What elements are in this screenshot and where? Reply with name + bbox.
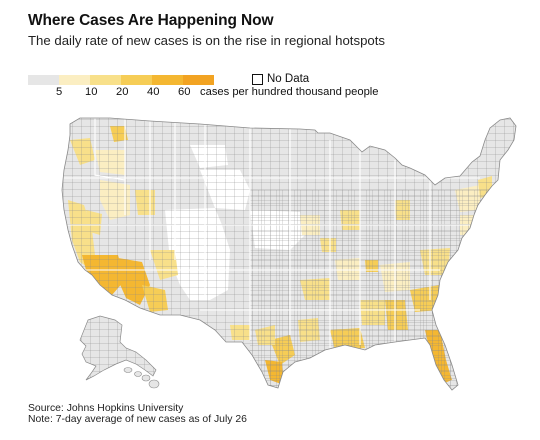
legend-swatch-6 (183, 75, 214, 85)
hawaii-island (148, 379, 160, 389)
chart-title: Where Cases Are Happening Now (28, 12, 274, 29)
legend-color-scale (28, 75, 214, 85)
legend-swatch-1 (28, 75, 59, 85)
legend-tick-20: 20 (116, 86, 129, 98)
legend-unit-label: cases per hundred thousand people (200, 86, 379, 98)
footnote: Note: 7-day average of new cases as of J… (28, 414, 247, 425)
us-outline (61, 117, 517, 391)
no-data-label: No Data (267, 73, 310, 85)
chart-subtitle: The daily rate of new cases is on the ri… (28, 33, 385, 48)
hawaii-island (123, 367, 133, 373)
legend-tick-40: 40 (147, 86, 160, 98)
legend-tick-60: 60 (178, 86, 191, 98)
legend-no-data: No Data (252, 73, 309, 85)
legend-swatch-5 (152, 75, 183, 85)
hawaii-island (134, 371, 142, 377)
alaska-outline (79, 315, 157, 381)
state-borders (64, 118, 480, 350)
alaska (80, 316, 156, 380)
alaska-borders (80, 316, 156, 380)
no-data-swatch (252, 73, 263, 85)
legend-tick-10: 10 (85, 86, 98, 98)
legend-swatch-3 (90, 75, 121, 85)
hawaii-island (141, 374, 151, 382)
legend-tick-5: 5 (56, 86, 63, 98)
hawaii (123, 367, 160, 389)
source-note: Source: Johns Hopkins University (28, 403, 184, 414)
legend-swatch-4 (121, 75, 152, 85)
legend-swatch-2 (59, 75, 90, 85)
